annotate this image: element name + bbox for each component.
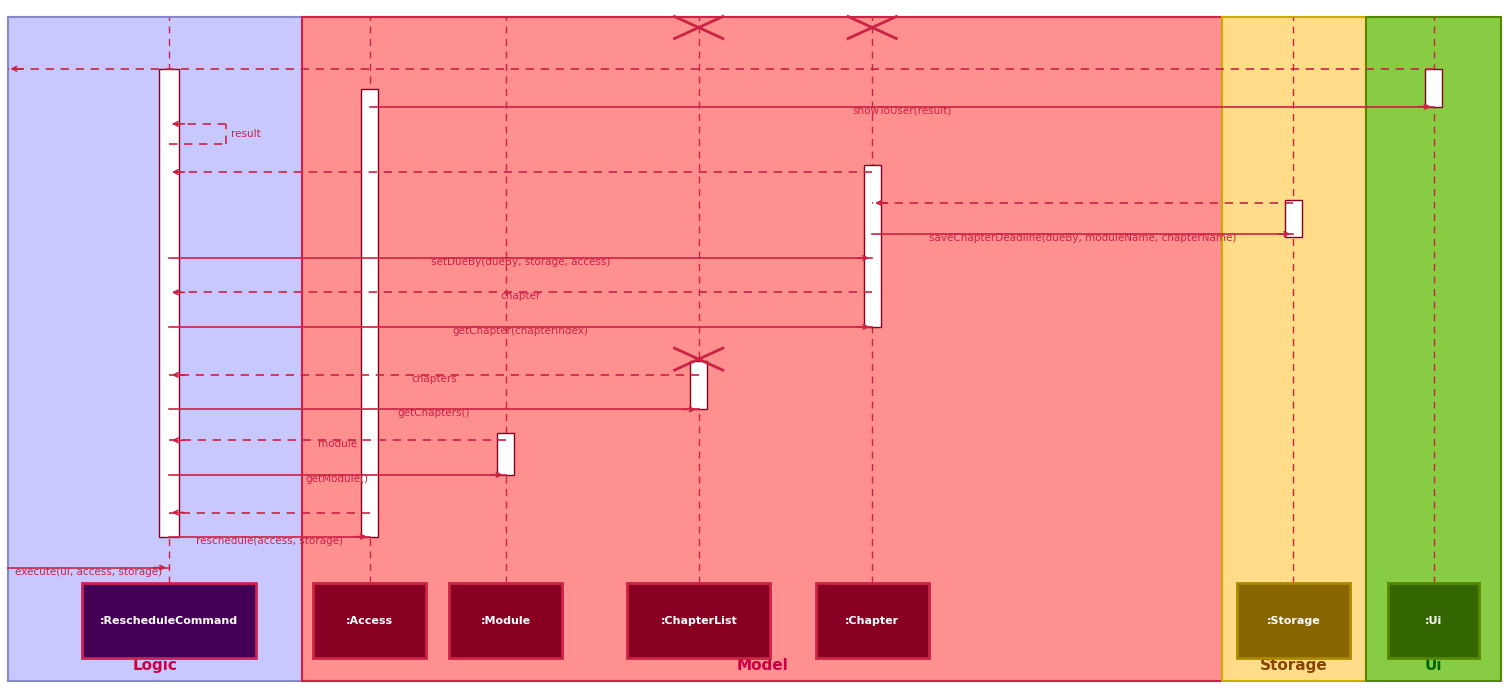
Text: execute(ui, access, storage): execute(ui, access, storage): [15, 566, 161, 577]
Text: Model: Model: [736, 658, 788, 674]
Text: Storage: Storage: [1260, 658, 1328, 674]
Bar: [1237, 583, 1351, 658]
Text: module: module: [318, 439, 356, 449]
Bar: [160, 69, 178, 537]
Text: chapters: chapters: [410, 374, 457, 384]
Text: setDueBy(dueBy, storage, access): setDueBy(dueBy, storage, access): [432, 257, 610, 267]
Text: :Access: :Access: [346, 616, 394, 625]
Text: saveChapterDeadline(dueBy, moduleName, chapterName): saveChapterDeadline(dueBy, moduleName, c…: [930, 233, 1236, 243]
Bar: [815, 583, 928, 658]
Bar: [498, 433, 513, 475]
Text: :ChapterList: :ChapterList: [661, 616, 736, 625]
Bar: [8, 17, 302, 681]
Text: :Module: :Module: [480, 616, 531, 625]
Text: result: result: [231, 129, 261, 139]
Bar: [81, 583, 257, 658]
Bar: [628, 583, 771, 658]
Bar: [450, 583, 563, 658]
Text: chapter: chapter: [501, 291, 540, 301]
Text: getModule(): getModule(): [306, 473, 368, 484]
Bar: [1286, 200, 1301, 237]
Text: getChapters(): getChapters(): [397, 408, 471, 418]
Text: reschedule(access, storage): reschedule(access, storage): [196, 535, 343, 546]
Text: getChapter(chapterIndex): getChapter(chapterIndex): [453, 325, 589, 336]
Bar: [1388, 583, 1479, 658]
Bar: [1366, 17, 1501, 681]
Text: Ui: Ui: [1424, 658, 1443, 674]
Text: :RescheduleCommand: :RescheduleCommand: [100, 616, 238, 625]
Bar: [1222, 17, 1366, 681]
Bar: [361, 89, 377, 537]
Text: Logic: Logic: [133, 658, 177, 674]
Text: :Chapter: :Chapter: [845, 616, 899, 625]
Text: :Storage: :Storage: [1266, 616, 1320, 625]
Bar: [314, 583, 426, 658]
Bar: [863, 165, 881, 327]
Text: showToUser(result): showToUser(result): [853, 105, 951, 116]
Text: :Ui: :Ui: [1424, 616, 1443, 625]
Bar: [1426, 69, 1443, 107]
Bar: [691, 361, 708, 409]
Bar: [302, 17, 1222, 681]
